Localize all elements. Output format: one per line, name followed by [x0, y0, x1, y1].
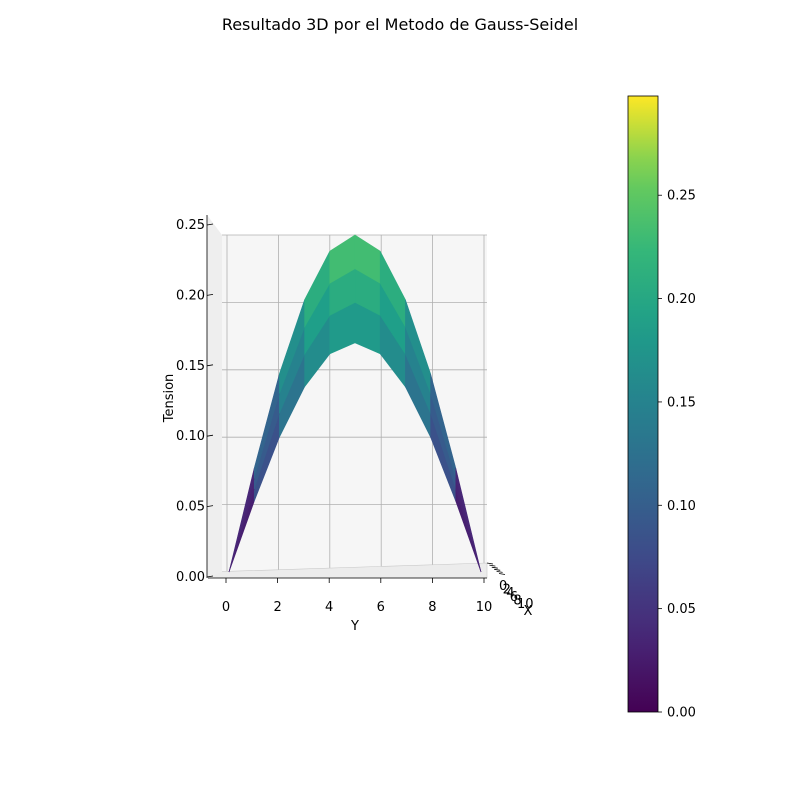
colorbar-tick-label: 0.10: [667, 499, 696, 514]
chart-title: Resultado 3D por el Metodo de Gauss-Seid…: [222, 15, 578, 34]
colorbar-gradient: [627, 95, 659, 713]
z-tick-label: 0.15: [176, 359, 205, 374]
z-tick-label: 0.00: [176, 570, 205, 585]
colorbar-tick-label: 0.05: [667, 602, 696, 617]
y-tick-label: 4: [325, 600, 333, 615]
x-tick: [494, 568, 501, 571]
x-tick: [496, 571, 503, 573]
y-tick-label: 8: [428, 600, 436, 615]
z-tick: [206, 434, 214, 437]
z-tick: [206, 294, 214, 296]
z-tick: [206, 364, 214, 367]
surface-facet-base: [330, 343, 355, 572]
x-tick: [498, 573, 506, 575]
z-tick-label: 0.20: [176, 288, 205, 303]
y-axis-label: Y: [350, 619, 359, 634]
x-tick-label: 6: [510, 590, 518, 605]
x-tick: [489, 564, 496, 567]
z-axis-label: Tension: [162, 374, 177, 424]
y-tick-label: 0: [222, 600, 230, 615]
surface-facet-base: [380, 354, 405, 572]
x-tick-label: 2: [503, 583, 511, 598]
y-tick-label: 10: [476, 600, 493, 615]
colorbar-tick-label: 0.20: [667, 292, 696, 307]
colorbar: 0.00 0.05 0.10 0.15 0.20 0.25: [627, 95, 696, 721]
y-tick-label: 2: [273, 600, 281, 615]
x-tick-label: 0: [499, 579, 507, 594]
side-pane: [207, 215, 222, 578]
z-tick-label: 0.10: [176, 429, 205, 444]
x-tick-label: 10: [517, 597, 534, 612]
z-tick-label: 0.05: [176, 500, 205, 515]
surface-facet-base: [305, 354, 330, 572]
z-tick-label: 0.25: [176, 218, 205, 233]
z-tick: [206, 505, 214, 507]
surface: [228, 234, 482, 573]
z-tick: [206, 223, 214, 226]
x-axis-label: X: [524, 604, 533, 619]
x-tick-label: 8: [513, 593, 521, 608]
surface-facet: [455, 468, 482, 573]
surface-facet-base: [355, 343, 380, 572]
x-tick: [486, 562, 494, 565]
x-tick: [491, 566, 498, 569]
y-tick-label: 6: [377, 600, 385, 615]
x-tick-label: 4: [506, 586, 514, 601]
z-tick: [206, 575, 214, 578]
colorbar-tick-label: 0.15: [667, 395, 696, 410]
colorbar-tick-label: 0.25: [667, 189, 696, 204]
colorbar-tick-label: 0.00: [667, 706, 696, 721]
